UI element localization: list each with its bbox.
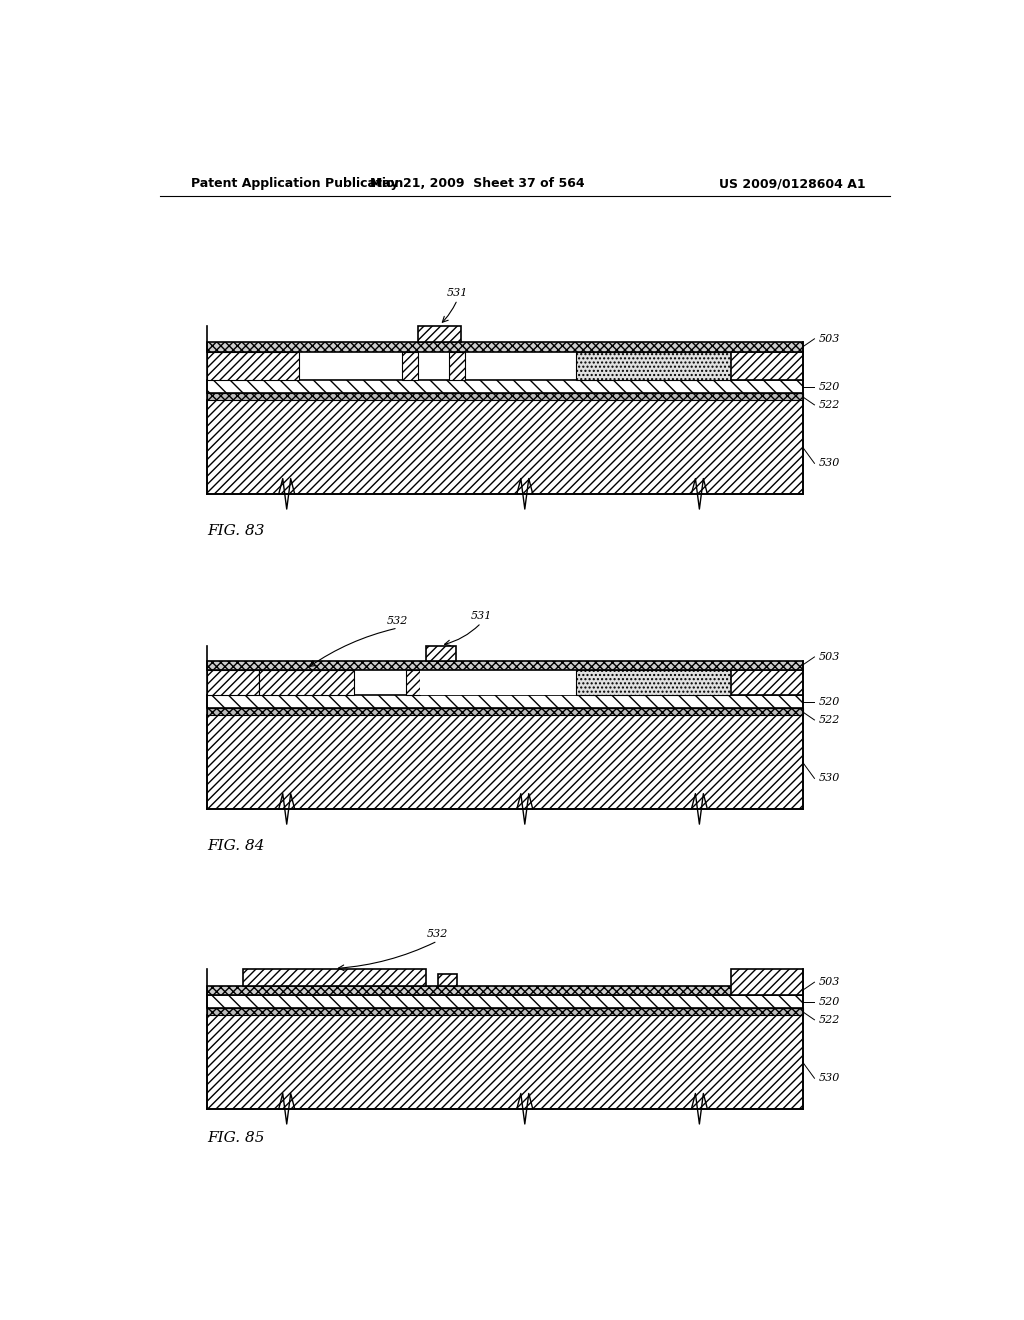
Text: 520: 520 bbox=[818, 997, 840, 1007]
Text: 522: 522 bbox=[818, 400, 840, 411]
Bar bbox=[418, 326, 461, 342]
Text: FIG. 85: FIG. 85 bbox=[207, 1131, 265, 1144]
Text: Patent Application Publication: Patent Application Publication bbox=[191, 177, 403, 190]
Text: 503: 503 bbox=[818, 334, 840, 343]
Bar bbox=[207, 986, 803, 995]
Text: 532: 532 bbox=[427, 929, 449, 939]
Text: 503: 503 bbox=[818, 652, 840, 661]
Text: 531: 531 bbox=[446, 288, 468, 297]
Bar bbox=[207, 696, 803, 709]
Bar bbox=[243, 969, 426, 986]
Bar bbox=[207, 995, 803, 1008]
Text: 503: 503 bbox=[818, 977, 840, 987]
Text: May 21, 2009  Sheet 37 of 564: May 21, 2009 Sheet 37 of 564 bbox=[370, 177, 585, 190]
Bar bbox=[207, 393, 803, 400]
Text: FIG. 83: FIG. 83 bbox=[207, 524, 265, 539]
Bar bbox=[207, 660, 803, 669]
Bar bbox=[207, 1008, 803, 1015]
Bar bbox=[207, 380, 803, 393]
Text: FIG. 84: FIG. 84 bbox=[207, 840, 265, 854]
Bar bbox=[577, 669, 731, 696]
Bar bbox=[420, 669, 577, 696]
Text: 530: 530 bbox=[818, 774, 840, 783]
Text: 520: 520 bbox=[818, 381, 840, 392]
Bar bbox=[731, 669, 803, 696]
Bar bbox=[437, 974, 458, 986]
Text: 520: 520 bbox=[818, 697, 840, 706]
Bar bbox=[207, 400, 803, 494]
Bar bbox=[207, 351, 299, 380]
Bar bbox=[207, 715, 803, 809]
Bar bbox=[259, 669, 354, 696]
Bar bbox=[207, 669, 259, 696]
Text: US 2009/0128604 A1: US 2009/0128604 A1 bbox=[720, 177, 866, 190]
Bar bbox=[207, 342, 803, 351]
Text: 530: 530 bbox=[818, 1073, 840, 1084]
Text: 522: 522 bbox=[818, 1015, 840, 1024]
Bar bbox=[450, 351, 465, 380]
Bar bbox=[577, 351, 731, 380]
Text: 532: 532 bbox=[387, 616, 409, 626]
Bar bbox=[207, 1015, 803, 1109]
Text: 530: 530 bbox=[818, 458, 840, 469]
Bar bbox=[731, 351, 803, 380]
Bar bbox=[207, 709, 803, 715]
Bar bbox=[406, 669, 420, 696]
Bar bbox=[426, 647, 456, 660]
Bar bbox=[731, 969, 803, 995]
Bar bbox=[401, 351, 418, 380]
Text: 531: 531 bbox=[470, 611, 492, 620]
Text: 522: 522 bbox=[818, 715, 840, 725]
